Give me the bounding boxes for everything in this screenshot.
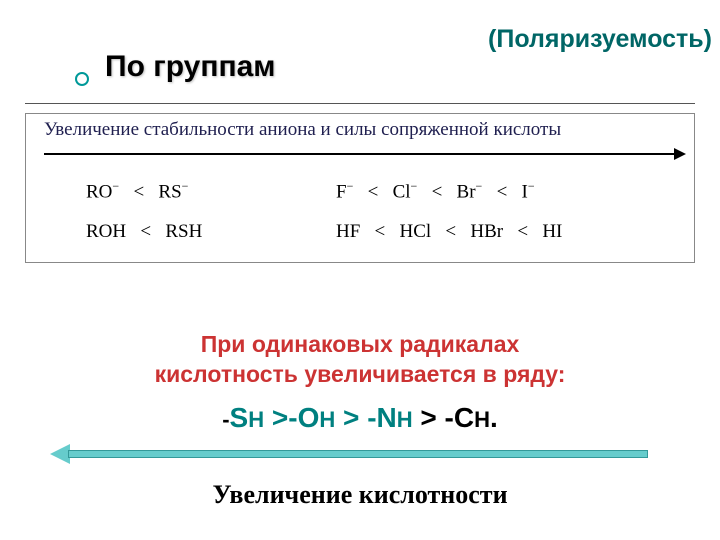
- main-title: По группам: [105, 50, 275, 84]
- acidity-series: -SH >-OH > -NH > -CH.: [0, 402, 720, 434]
- chem-row-2-left: ROH < RSH: [86, 221, 202, 243]
- chem-row-1-left: RO− < RS−: [86, 179, 188, 203]
- right-label: (Поляризуемость): [488, 25, 712, 54]
- chem-row-2-right: HF < HCl < HBr < HI: [336, 221, 562, 243]
- chem-row-1-right: F− < Cl− < Br− < I−: [336, 179, 535, 203]
- middle-heading: При одинаковых радикалах кислотность уве…: [0, 330, 720, 390]
- title-underline: [25, 103, 695, 104]
- box-title: Увеличение стабильности аниона и силы со…: [44, 119, 561, 141]
- arrow-right-icon: [44, 153, 676, 155]
- mid-line-1: При одинаковых радикалах: [201, 331, 520, 357]
- bullet-icon: [75, 72, 89, 86]
- chemistry-box: Увеличение стабильности аниона и силы со…: [25, 113, 695, 263]
- bottom-label: Увеличение кислотности: [0, 480, 720, 510]
- mid-line-2: кислотность увеличивается в ряду:: [155, 361, 566, 387]
- arrow-left-icon: [50, 448, 670, 460]
